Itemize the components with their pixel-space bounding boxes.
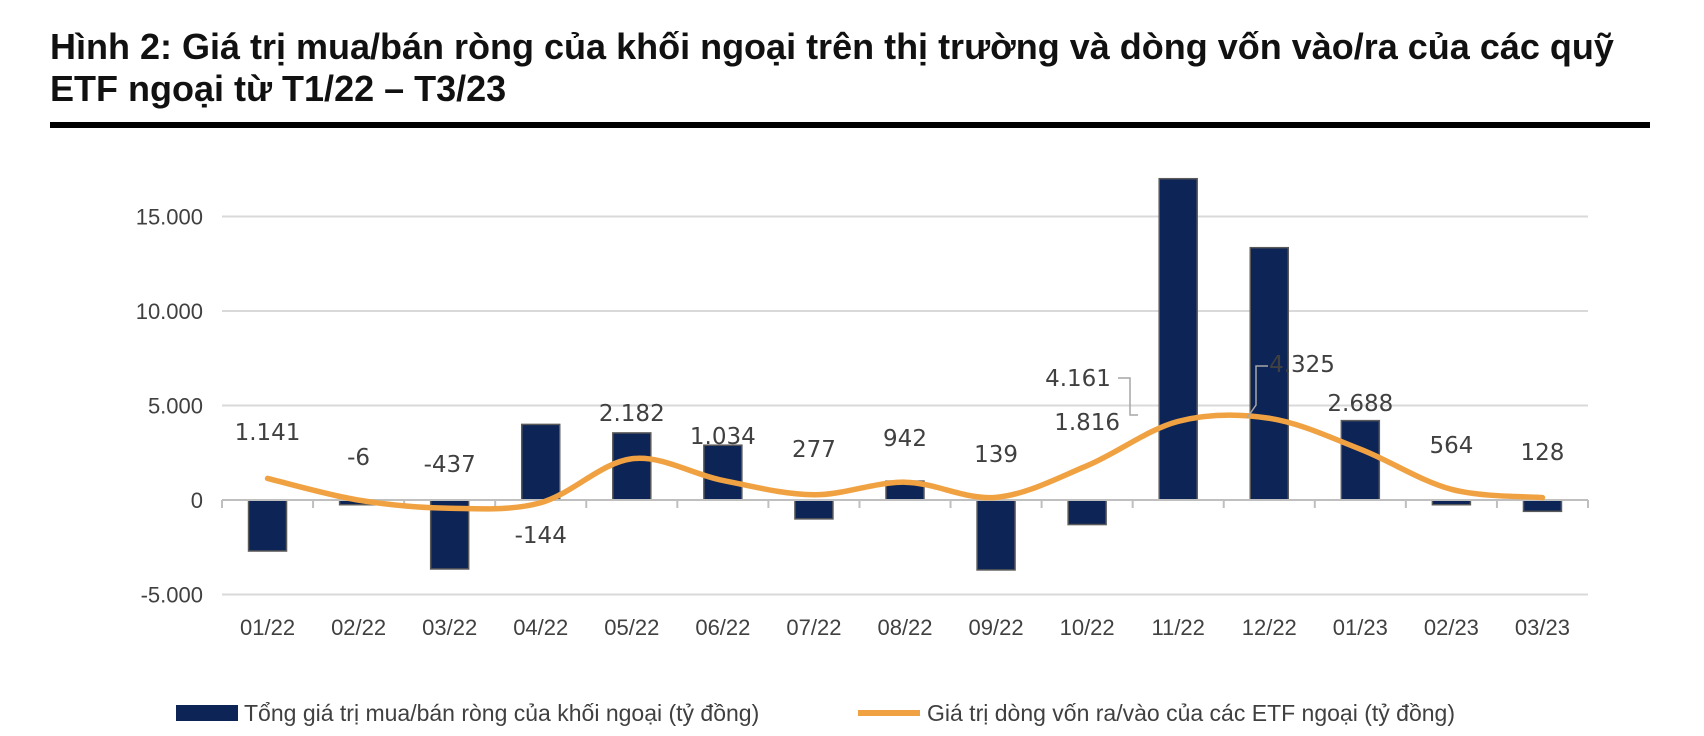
x-tick-label: 01/22 (240, 615, 295, 640)
x-tick-label: 02/23 (1424, 615, 1479, 640)
x-tick-label: 06/22 (695, 615, 750, 640)
line-data-label: -144 (515, 523, 567, 549)
leader-line (1246, 365, 1268, 419)
x-tick-label: 11/22 (1151, 615, 1204, 640)
legend-bar-swatch (176, 705, 238, 721)
line-data-label: 4.325 (1269, 352, 1335, 378)
legend: Tổng giá trị mua/bán ròng của khối ngoại… (176, 700, 1455, 726)
y-tick-label: 0 (191, 488, 203, 513)
line-data-label: 139 (974, 442, 1018, 468)
label-leaders (1118, 365, 1268, 419)
gridlines (222, 215, 1588, 596)
y-tick-label: 10.000 (136, 299, 203, 324)
bar (703, 444, 743, 501)
bar (794, 499, 834, 520)
line-data-label: 2.688 (1327, 391, 1393, 417)
bar (429, 499, 470, 570)
y-axis-ticks: -5.000 0 5.000 10.000 15.000 (136, 205, 203, 608)
line-data-label: 4.161 (1045, 366, 1111, 392)
line-data-label: 128 (1521, 440, 1565, 466)
bar (976, 499, 1016, 571)
legend-line-label: Giá trị dòng vốn ra/vào của các ETF ngoạ… (927, 700, 1455, 726)
x-tick-label: 01/23 (1333, 615, 1388, 640)
figure-title: Hình 2: Giá trị mua/bán ròng của khối ng… (50, 26, 1614, 109)
y-tick-label: 15.000 (136, 205, 203, 230)
line-data-label: 1.141 (235, 420, 301, 446)
legend-bar-label: Tổng giá trị mua/bán ròng của khối ngoại… (244, 700, 759, 726)
bar-series (247, 177, 1563, 571)
leader-line (1118, 377, 1138, 416)
bar (1340, 419, 1381, 501)
bar (247, 499, 288, 552)
x-axis-ticks: 01/22 02/22 03/22 04/22 05/22 06/22 07/22 08/22… (240, 615, 1570, 640)
line-data-label: 2.182 (599, 401, 665, 427)
line-series (264, 412, 1546, 512)
etf-flow-line (264, 412, 1546, 512)
x-tick-label: 02/22 (331, 615, 386, 640)
bar (1158, 177, 1198, 501)
y-tick-label: 5.000 (148, 394, 203, 419)
bar (520, 423, 561, 501)
line-data-label: 564 (1429, 433, 1473, 459)
x-tick-label: 05/22 (604, 615, 659, 640)
bar (612, 432, 652, 501)
x-tick-label: 10/22 (1060, 615, 1115, 640)
line-data-label: -6 (347, 445, 370, 471)
line-data-label: 942 (883, 426, 927, 452)
bar (1067, 499, 1107, 526)
line-data-labels: 1.141 -6 -437 -144 2.182 1.034 277 942 139 1.816 4… (235, 352, 1565, 549)
line-data-label: 1.816 (1054, 410, 1120, 436)
x-tick-label: 07/22 (786, 615, 841, 640)
bar (1522, 499, 1563, 513)
line-data-label: -437 (424, 452, 476, 478)
line-data-label: 1.034 (690, 424, 756, 450)
x-tick-label: 09/22 (969, 615, 1024, 640)
x-tick-label: 03/22 (422, 615, 477, 640)
title-underline (50, 122, 1650, 128)
line-data-label: 277 (792, 437, 836, 463)
x-tick-label: 03/23 (1515, 615, 1570, 640)
x-tick-label: 08/22 (877, 615, 932, 640)
x-tick-label: 12/22 (1242, 615, 1297, 640)
x-tick-label: 04/22 (513, 615, 568, 640)
y-tick-label: -5.000 (141, 583, 203, 608)
